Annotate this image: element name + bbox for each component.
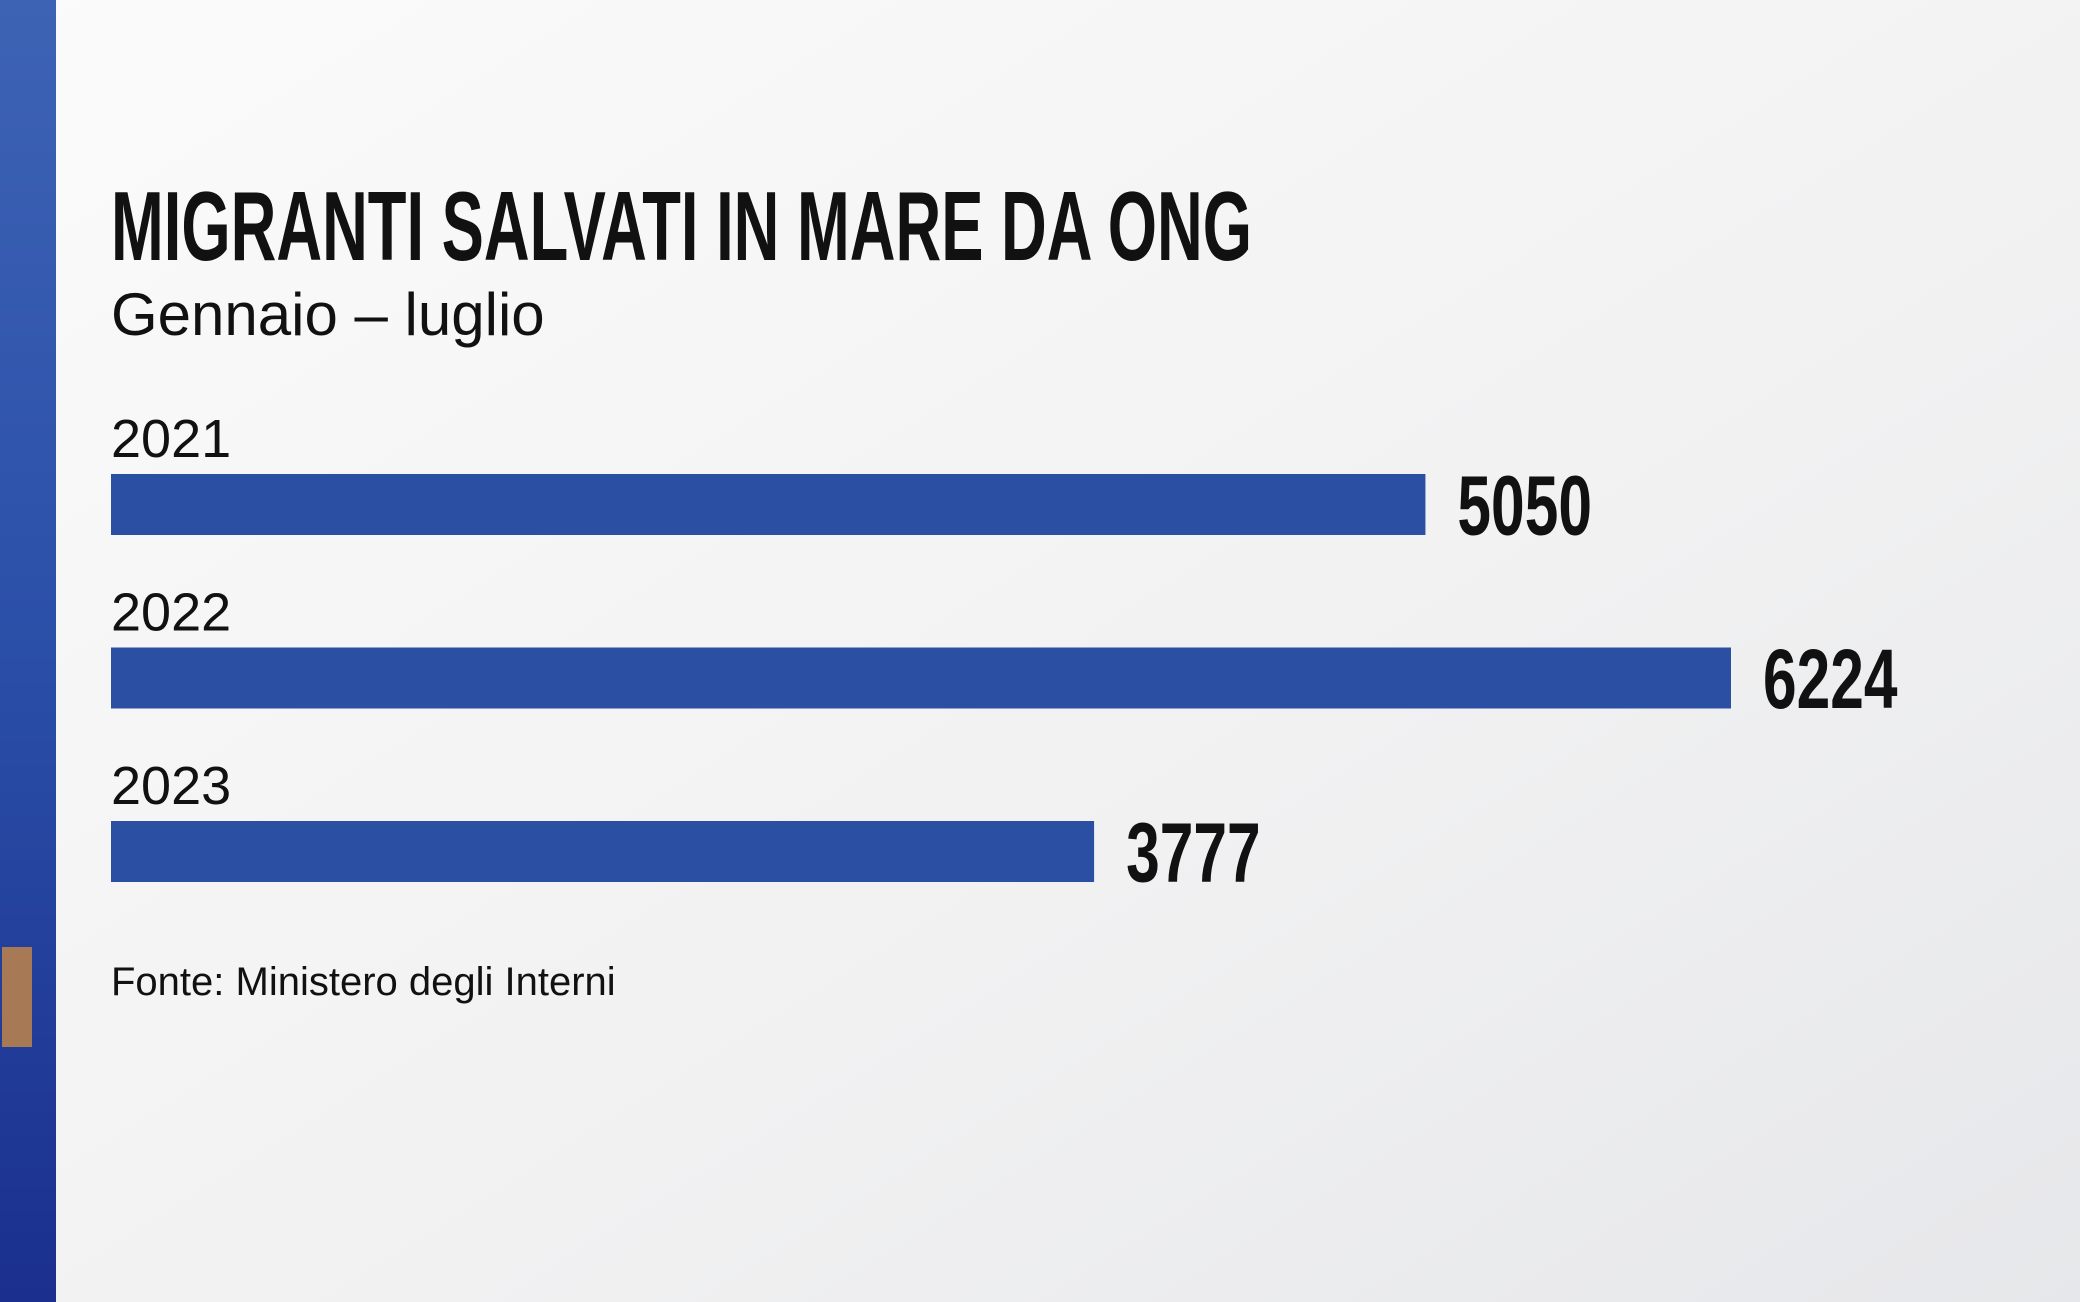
side-strip bbox=[0, 0, 56, 1302]
bar bbox=[111, 821, 1095, 882]
chart-subtitle: Gennaio – luglio bbox=[111, 281, 545, 348]
source-note: Fonte: Ministero degli Interni bbox=[111, 960, 616, 1004]
value-label: 3777 bbox=[1126, 806, 1261, 900]
side-accent bbox=[2, 947, 32, 1047]
bar bbox=[111, 474, 1426, 535]
bar bbox=[111, 647, 1731, 709]
chart-title: MIGRANTI SALVATI IN MARE DA ONG bbox=[111, 171, 1252, 281]
value-label-group: 6224 bbox=[1763, 632, 1898, 726]
value-label: 5050 bbox=[1457, 459, 1592, 553]
category-label: 2022 bbox=[111, 583, 231, 643]
value-label: 6224 bbox=[1763, 632, 1898, 726]
category-label: 2023 bbox=[111, 756, 231, 816]
category-label: 2021 bbox=[111, 409, 231, 469]
value-label-group: 5050 bbox=[1457, 459, 1592, 553]
value-label-group: 3777 bbox=[1126, 806, 1261, 900]
